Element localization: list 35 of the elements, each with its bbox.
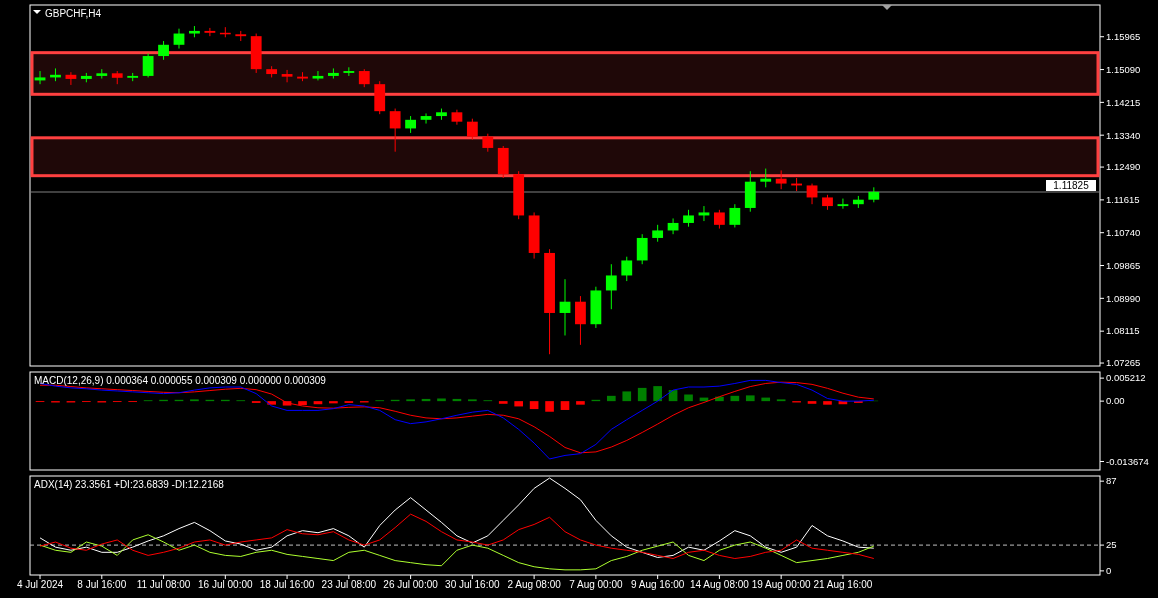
y-tick-label: 1.11615: [1106, 194, 1140, 206]
y-tick-label: 1.14215: [1106, 96, 1141, 108]
x-tick-label: 9 Aug 16:00: [630, 579, 685, 590]
y-tick-label: 0: [1106, 565, 1112, 577]
y-tick-label: 87: [1106, 475, 1117, 487]
y-tick-label: 1.09865: [1106, 259, 1141, 271]
x-tick-label: 18 Jul 16:00: [259, 579, 315, 590]
y-tick-label: 1.08115: [1106, 325, 1140, 337]
y-tick-label: 0.005212: [1106, 372, 1146, 384]
chart-title: GBPCHF,H4: [45, 8, 102, 19]
x-tick-label: 30 Jul 16:00: [445, 579, 501, 590]
ref-line-label: 1.11825: [1053, 180, 1090, 192]
x-tick-label: 16 Jul 00:00: [198, 579, 253, 590]
chart-title: ADX(14) 23.3561 +DI:23.6839 -DI:12.2168: [34, 479, 225, 490]
x-tick-label: 2 Aug 08:00: [507, 579, 562, 590]
x-tick-label: 14 Aug 08:00: [689, 579, 750, 590]
x-tick-label: 8 Jul 16:00: [77, 579, 127, 590]
y-tick-label: 25: [1106, 539, 1117, 551]
x-tick-label: 11 Jul 08:00: [136, 579, 191, 590]
x-tick-label: 26 Jul 00:00: [383, 579, 439, 590]
y-tick-label: 0.00: [1106, 395, 1125, 407]
x-tick-label: 4 Jul 2024: [16, 579, 64, 590]
y-tick-label: 1.07265: [1106, 357, 1141, 369]
x-tick-label: 19 Aug 00:00: [751, 579, 812, 590]
y-tick-label: -0.013674: [1106, 455, 1149, 467]
chart-title: MACD(12,26,9) 0.000364 0.000055 0.000309 0.000000 0.000309: [34, 375, 327, 386]
y-tick-label: 1.08990: [1106, 292, 1141, 304]
x-tick-label: 21 Aug 16:00: [813, 579, 873, 590]
y-tick-label: 1.10740: [1106, 227, 1141, 239]
y-tick-label: 1.12490: [1106, 161, 1141, 173]
x-tick-label: 23 Jul 08:00: [321, 579, 377, 590]
y-tick-label: 1.15090: [1106, 63, 1141, 75]
y-tick-label: 1.13340: [1106, 129, 1141, 141]
x-tick-label: 7 Aug 00:00: [569, 579, 624, 590]
y-tick-label: 1.15965: [1106, 31, 1141, 43]
